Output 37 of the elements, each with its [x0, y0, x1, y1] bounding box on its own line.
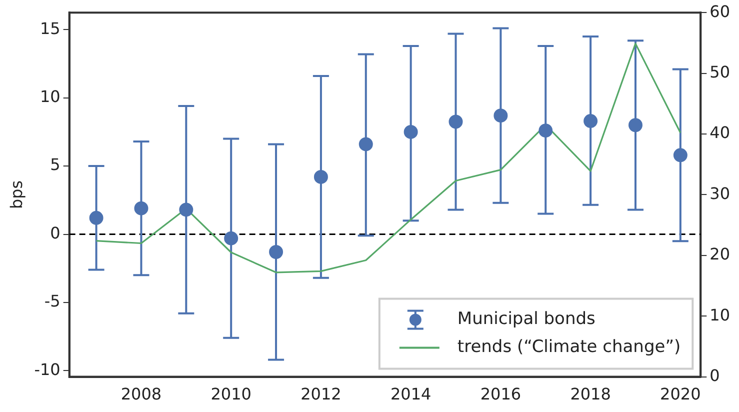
legend-label: trends (“Climate change”) [457, 337, 681, 358]
y-tick-label: 10 [40, 87, 60, 106]
point [673, 148, 688, 162]
y2-tick-label: 0 [710, 366, 720, 385]
x-tick-label: 2016 [480, 384, 522, 404]
point [584, 114, 598, 128]
point [628, 118, 642, 132]
x-tick-label: 2020 [660, 384, 701, 404]
y2-tick-label: 20 [710, 244, 730, 264]
point [314, 170, 328, 184]
point [134, 201, 148, 216]
point [538, 124, 553, 138]
x-tick-label: 2010 [210, 384, 252, 404]
x-tick-label: 2008 [120, 384, 162, 404]
legend-label: Municipal bonds [457, 309, 596, 330]
y-axis-title: bps [6, 180, 26, 210]
point [358, 137, 373, 152]
y2-tick-label: 10 [710, 305, 730, 324]
point [89, 210, 104, 225]
x-tick-label: 2018 [570, 384, 611, 404]
x-tick-label: 2012 [300, 384, 342, 404]
x-tick-label: 2014 [390, 384, 432, 404]
y2-tick-label: 60 [710, 2, 730, 21]
y-tick-label: 5 [50, 155, 60, 174]
y-tick-label: 15 [40, 18, 60, 38]
point [179, 202, 194, 217]
y-tick-label: 0 [50, 223, 60, 242]
y2-tick-label: 40 [710, 123, 730, 142]
point [404, 124, 418, 139]
y2-tick-label: 30 [710, 184, 730, 203]
y-tick-label: -5 [44, 292, 60, 311]
y-tick-label: -10 [34, 360, 60, 379]
y2-tick-label: 50 [710, 62, 730, 82]
point [448, 114, 463, 129]
point [269, 244, 284, 259]
point [224, 231, 238, 246]
point [494, 108, 508, 123]
